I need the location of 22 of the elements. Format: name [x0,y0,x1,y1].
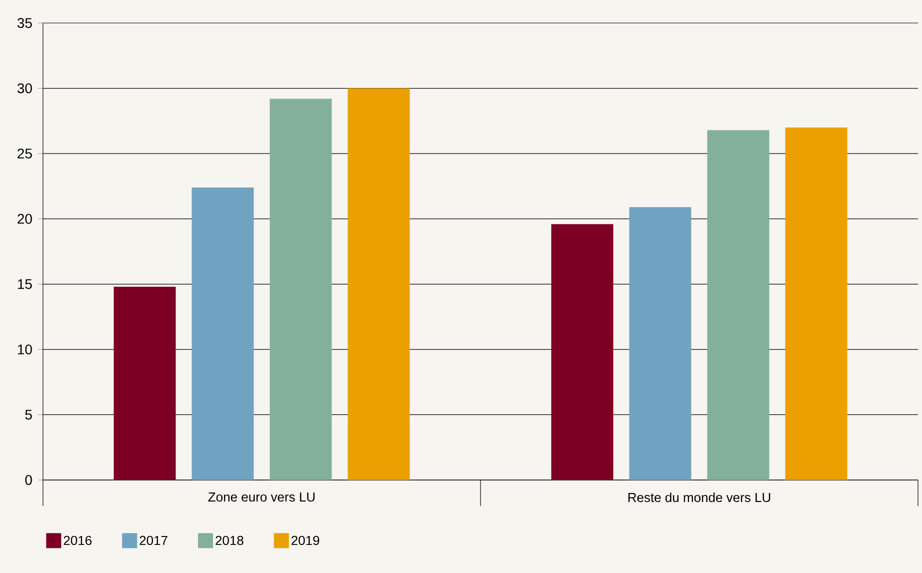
y-tick-label: 0 [25,475,32,485]
y-tick-label: 25 [18,148,32,159]
bar [707,130,770,480]
y-tick-label: 30 [17,83,32,94]
y-tick-label: 20 [18,214,32,224]
legend-label: 2016 [64,536,92,546]
bar [114,286,176,480]
bar [348,88,410,480]
legend-label: 2018 [216,536,244,546]
y-tick-label: 5 [25,410,32,420]
y-tick-label: 10 [18,344,32,354]
y-tick-label: 35 [17,18,32,28]
bar [192,188,254,480]
y-tick-label: 15 [18,279,32,290]
bar [551,224,614,480]
bar [629,207,692,480]
legend-label: 2019 [292,536,320,546]
x-tick-label: Zone euro vers LU [208,492,315,502]
bar [785,127,848,480]
legend-label: 2017 [140,536,168,546]
x-tick-label: Reste du monde vers LU [628,492,770,502]
bar [270,98,332,480]
